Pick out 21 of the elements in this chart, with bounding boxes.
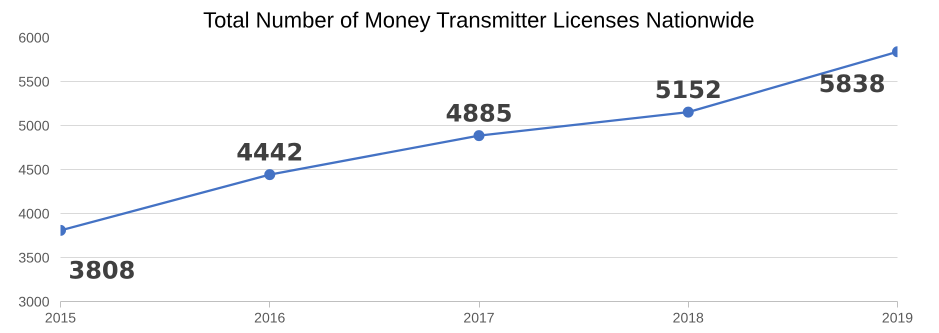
data-label: 3808 xyxy=(68,256,136,284)
y-tick-label: 5000 xyxy=(18,118,50,134)
point xyxy=(474,130,484,142)
y-tick-label: 6000 xyxy=(18,30,50,46)
chart-title: Total Number of Money Transmitter Licenses Nationwide xyxy=(203,8,755,32)
data-label: 4885 xyxy=(446,100,512,128)
point xyxy=(682,106,694,118)
x-tick-label: 2015 xyxy=(44,310,76,326)
y-tick-label: 4000 xyxy=(18,206,50,222)
x-tick-label: 2019 xyxy=(882,310,914,326)
y-tick-label: 3500 xyxy=(18,250,50,266)
point xyxy=(264,169,276,180)
y-tick-label: 5500 xyxy=(18,74,50,90)
x-tick-label: 2017 xyxy=(463,310,495,326)
data-label: 5838 xyxy=(818,70,886,98)
y-tick-label: 3000 xyxy=(18,294,50,310)
data-label: 5152 xyxy=(654,76,722,104)
y-tick-label: 4500 xyxy=(18,162,50,178)
data-label: 4442 xyxy=(236,138,304,167)
x-tick-label: 2016 xyxy=(254,310,286,326)
x-tick-label: 2018 xyxy=(672,310,704,326)
